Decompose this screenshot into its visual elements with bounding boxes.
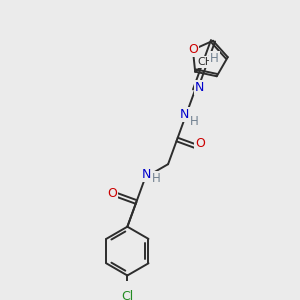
Text: N: N xyxy=(142,168,151,181)
Text: N: N xyxy=(195,81,204,94)
Text: H: H xyxy=(190,115,199,128)
Text: H: H xyxy=(152,172,161,185)
Text: CH₃: CH₃ xyxy=(197,57,218,67)
Text: O: O xyxy=(188,43,198,56)
Text: Cl: Cl xyxy=(121,290,134,300)
Text: O: O xyxy=(107,187,117,200)
Text: O: O xyxy=(195,137,205,150)
Text: N: N xyxy=(179,108,189,121)
Text: H: H xyxy=(210,52,219,65)
